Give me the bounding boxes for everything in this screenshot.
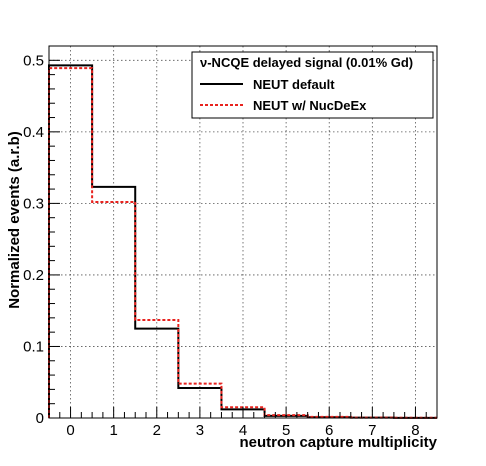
legend-entry-neut-default: NEUT default <box>253 77 335 92</box>
y-axis-label: Normalized events (a.r.b) <box>6 131 23 309</box>
legend: ν-NCQE delayed signal (0.01% Gd) NEUT de… <box>191 51 434 119</box>
x-tick-label: 3 <box>196 422 204 439</box>
legend-entry-neut-nucdeex: NEUT w/ NucDeEx <box>253 98 367 113</box>
y-tick-label: 0 <box>36 410 44 427</box>
y-tick-label: 0.5 <box>23 52 44 69</box>
x-tick-label: 5 <box>282 422 290 439</box>
legend-title: ν-NCQE delayed signal (0.01% Gd) <box>200 55 413 70</box>
x-tick-label: 7 <box>368 422 376 439</box>
x-tick-label: 6 <box>325 422 333 439</box>
y-tick-label: 0.4 <box>23 124 44 141</box>
y-tick-label: 0.1 <box>23 338 44 355</box>
x-tick-label: 2 <box>153 422 161 439</box>
tick-labels: 0 1 2 3 4 5 6 7 8 0 0.1 0.2 0.3 0.4 0.5 <box>23 52 419 439</box>
x-tick-label: 8 <box>411 422 419 439</box>
y-tick-label: 0.2 <box>23 267 44 284</box>
x-tick-label: 0 <box>66 422 74 439</box>
x-axis-label: neutron capture multiplicity <box>239 434 437 451</box>
x-tick-label: 1 <box>109 422 117 439</box>
x-tick-label: 4 <box>239 422 247 439</box>
axis-ticks <box>48 45 438 419</box>
y-tick-label: 0.3 <box>23 195 44 212</box>
grid-lines <box>49 46 437 418</box>
